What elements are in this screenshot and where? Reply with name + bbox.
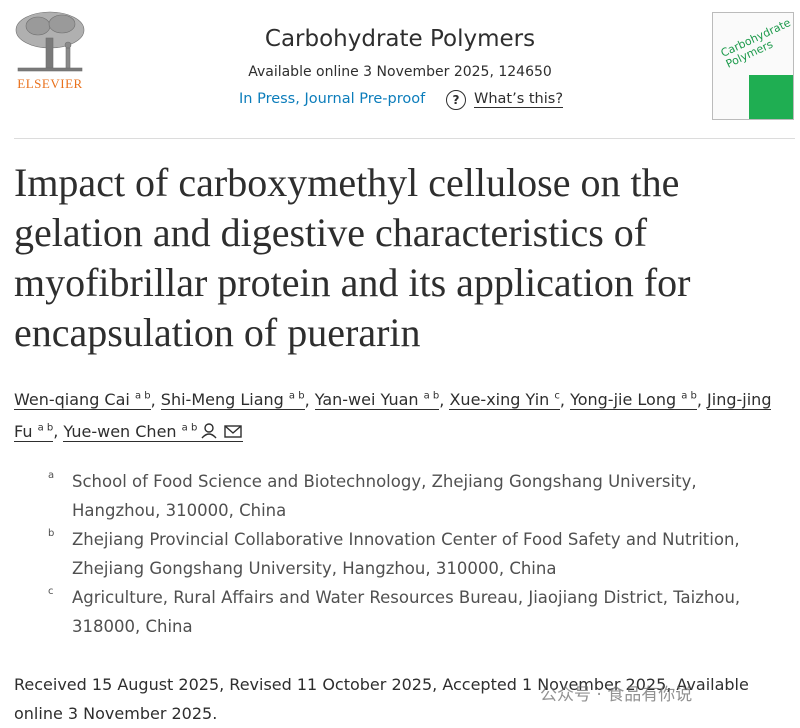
affiliation-label: a	[48, 470, 55, 481]
watermark: 公众号 · 食品有你说	[540, 685, 693, 705]
author-list: Wen-qiang Cai a b, Shi-Meng Liang a b, Y…	[14, 383, 784, 446]
affiliation-text: Agriculture, Rural Affairs and Water Res…	[72, 588, 741, 636]
author-separator: ,	[696, 390, 702, 410]
title-line: gelation and digestive characteristics o…	[14, 210, 648, 255]
availability: Available online 3 November 2025, 124650	[248, 64, 552, 80]
affiliation-list: a School of Food Science and Biotechnolog…	[48, 467, 778, 641]
affiliation-label: c	[48, 586, 54, 597]
author-name: Wen-qiang Cai	[14, 390, 130, 410]
help-icon[interactable]: ?	[446, 90, 466, 110]
affiliation: b Zhejiang Provincial Collaborative Innov…	[48, 525, 778, 583]
author-name: Yan-wei Yuan	[314, 390, 419, 410]
affiliation-text: School of Food Science and Biotechnology…	[72, 472, 697, 520]
journal-cover[interactable]: Carbohydrate Polymers	[712, 12, 794, 120]
author[interactable]: Yan-wei Yuan a b	[314, 390, 440, 411]
author[interactable]: Xue-xing Yin c	[449, 390, 560, 411]
author-separator: ,	[53, 421, 59, 441]
author-affiliation-refs: a b	[681, 391, 697, 402]
author-separator: ,	[150, 390, 156, 410]
cover-graphic	[749, 75, 793, 119]
author[interactable]: Shi-Meng Liang a b	[160, 390, 305, 411]
author-affiliation-refs: a b	[37, 422, 54, 434]
author-name: Yong-jie Long	[570, 390, 677, 410]
affiliation: c Agriculture, Rural Affairs and Water Re…	[48, 583, 778, 641]
affiliation-text: Zhejiang Provincial Collaborative Innova…	[72, 530, 740, 578]
author-separator: ,	[439, 390, 445, 410]
author[interactable]: Jing-jing Fu a b	[14, 390, 772, 442]
author-affiliation-refs: c	[554, 391, 560, 402]
author-affiliation-refs: a b	[288, 391, 305, 402]
author-name: Shi-Meng Liang	[160, 390, 284, 410]
author[interactable]: Yong-jie Long a b	[570, 390, 697, 411]
status-link[interactable]: In Press, Journal Pre-proof	[239, 91, 426, 107]
help-link[interactable]: What’s this?	[474, 91, 564, 108]
title-line: Impact of carboxymethyl cellulose on the	[14, 160, 680, 205]
separator	[14, 138, 795, 139]
author-affiliation-refs: a b	[134, 391, 151, 402]
title-line: myofibrillar protein and its application…	[14, 260, 691, 305]
author[interactable]: Wen-qiang Cai a b	[14, 390, 151, 411]
author-name: Yue-wen Chen	[63, 421, 177, 441]
author-affiliation-refs: a b	[423, 391, 440, 402]
contact-icons[interactable]	[201, 422, 243, 439]
affiliation-label: b	[48, 528, 55, 539]
affiliation: a School of Food Science and Biotechnolog…	[48, 467, 778, 525]
publisher-name: ELSEVIER	[17, 76, 83, 91]
cover-title: Carbohydrate Polymers	[718, 16, 793, 71]
author-name: Jing-jing Fu	[14, 390, 772, 441]
author-separator: ,	[559, 390, 565, 410]
article-title: Impact of carboxymethyl cellulose on the…	[14, 158, 690, 358]
title-line: encapsulation of puerarin	[14, 310, 421, 355]
author-affiliation-refs: a b	[181, 422, 198, 434]
article-history: Received 15 August 2025, Revised 11 Octo…	[14, 675, 749, 723]
elsevier-logo	[15, 11, 85, 72]
author-name: Xue-xing Yin	[449, 390, 550, 410]
author-separator: ,	[304, 390, 310, 410]
journal-name[interactable]: Carbohydrate Polymers	[264, 26, 536, 52]
author[interactable]: Yue-wen Chen a b	[63, 421, 244, 442]
